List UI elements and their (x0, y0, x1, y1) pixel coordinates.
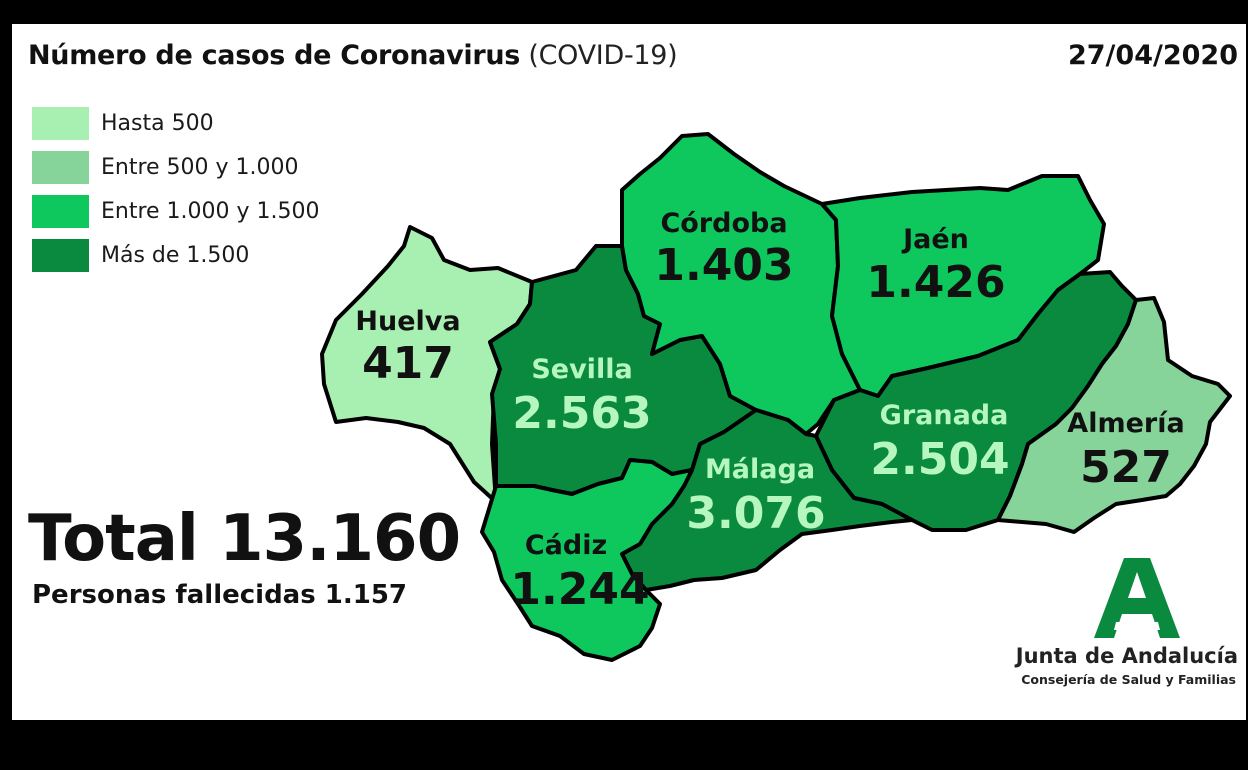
legend-item: Entre 1.000 y 1.500 (32, 189, 320, 233)
map-legend: Hasta 500 Entre 500 y 1.000 Entre 1.000 … (32, 101, 320, 277)
province-cases-huelva: 417 (362, 338, 454, 389)
legend-swatch (32, 238, 89, 272)
andalucia-map: Huelva 417 Sevilla 2.563 Córdoba 1.403 J… (320, 132, 1232, 662)
total-cases: Total 13.160 (28, 502, 461, 576)
province-name-granada: Granada (880, 400, 1009, 431)
legend-label: Hasta 500 (101, 110, 214, 136)
junta-andalucia-logo (1094, 558, 1180, 638)
legend-label: Más de 1.500 (101, 242, 250, 268)
province-cases-malaga: 3.076 (686, 488, 825, 539)
legend-label: Entre 1.000 y 1.500 (101, 198, 320, 224)
province-name-cordoba: Córdoba (660, 208, 787, 239)
province-name-jaen: Jaén (901, 224, 969, 255)
province-name-almeria: Almería (1067, 408, 1184, 439)
title-sub: (COVID-19) (528, 40, 678, 71)
province-cases-jaen: 1.426 (866, 257, 1005, 308)
deaths-count: Personas fallecidas 1.157 (32, 580, 407, 610)
province-huelva (320, 225, 534, 504)
organization-name: Junta de Andalucía (1015, 644, 1238, 668)
province-cases-granada: 2.504 (870, 434, 1009, 485)
infographic-card: Número de casos de Coronavirus (COVID-19… (12, 24, 1246, 720)
legend-swatch (32, 106, 89, 140)
province-cadiz (480, 458, 694, 662)
page-title: Número de casos de Coronavirus (COVID-19… (28, 40, 678, 71)
logo-stripe (1114, 622, 1160, 630)
province-name-huelva: Huelva (355, 306, 460, 337)
province-cases-sevilla: 2.563 (512, 388, 651, 439)
province-name-malaga: Málaga (705, 454, 815, 485)
province-cases-cadiz: 1.244 (510, 564, 649, 615)
province-name-sevilla: Sevilla (531, 354, 632, 385)
province-cases-cordoba: 1.403 (654, 240, 793, 291)
legend-item: Más de 1.500 (32, 233, 320, 277)
report-date: 27/04/2020 (1067, 40, 1238, 71)
legend-swatch (32, 194, 89, 228)
title-main: Número de casos de Coronavirus (28, 40, 521, 71)
legend-swatch (32, 150, 89, 184)
organization-subtitle: Consejería de Salud y Familias (1021, 672, 1236, 687)
legend-item: Entre 500 y 1.000 (32, 145, 320, 189)
legend-label: Entre 500 y 1.000 (101, 154, 299, 180)
logo-a-mark (1094, 558, 1180, 638)
province-name-cadiz: Cádiz (525, 530, 607, 561)
legend-item: Hasta 500 (32, 101, 320, 145)
province-almeria (996, 296, 1232, 534)
province-cases-almeria: 527 (1080, 442, 1172, 493)
